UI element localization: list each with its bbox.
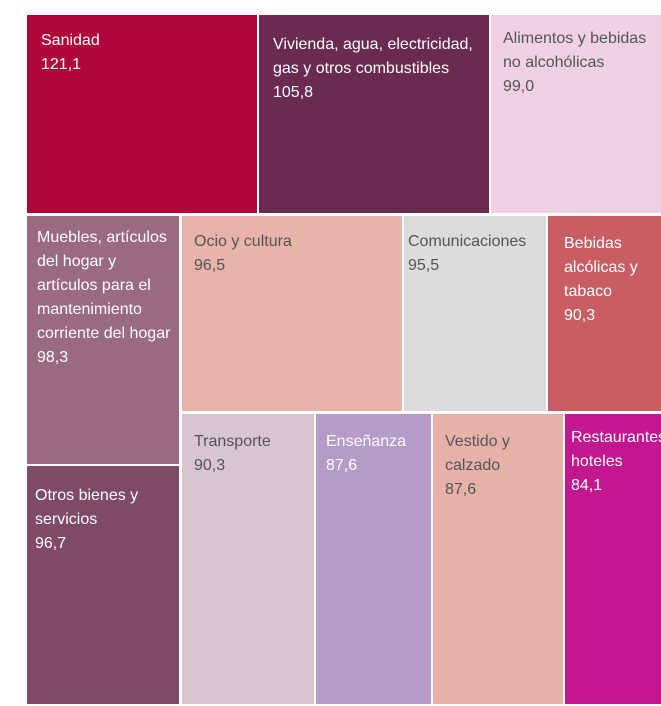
cell-label: Vestido y calzado <box>445 433 510 474</box>
cell-value: 90,3 <box>564 307 596 324</box>
treemap-cell: Otros bienes y servicios 96,7 <box>27 466 179 704</box>
treemap-cell: Sanidad 121,1 <box>27 15 257 213</box>
cell-value: 87,6 <box>326 457 358 474</box>
cell-label: Comunicaciones <box>408 233 527 250</box>
cell-label: Bebidas alcólicas y tabaco <box>564 235 638 300</box>
treemap-cell: Enseñanza 87,6 <box>316 414 431 704</box>
treemap-cell: Restaurantes y hoteles 84,1 <box>565 414 661 704</box>
cell-label: Restaurantes y hoteles <box>571 429 661 470</box>
cell-value: 121,1 <box>41 56 82 73</box>
cell-value: 96,7 <box>35 535 67 552</box>
cell-value: 105,8 <box>273 84 314 101</box>
cell-label: Enseñanza <box>326 433 407 450</box>
treemap-cell: Alimentos y bebidas no alcohólicas 99,0 <box>491 15 661 213</box>
cell-value: 95,5 <box>408 257 440 274</box>
treemap-cell: Vestido y calzado 87,6 <box>433 414 563 704</box>
cell-label: Ocio y cultura <box>194 233 292 250</box>
treemap-cell: Vivienda, agua, electricidad, gas y otro… <box>259 15 489 213</box>
cell-value: 96,5 <box>194 257 226 274</box>
cell-label: Muebles, artículos del hogar y artículos… <box>37 229 171 342</box>
cell-label: Vivienda, agua, electricidad, gas y otro… <box>273 36 473 77</box>
treemap-cell: Transporte 90,3 <box>182 414 314 704</box>
cell-label: Otros bienes y servicios <box>35 487 139 528</box>
cell-value: 90,3 <box>194 457 226 474</box>
treemap-cell: Muebles, artículos del hogar y artículos… <box>27 216 179 464</box>
treemap-cell: Ocio y cultura 96,5 <box>182 216 402 411</box>
cell-label: Transporte <box>194 433 271 450</box>
cell-value: 98,3 <box>37 349 69 366</box>
cell-value: 84,1 <box>571 477 603 494</box>
treemap-cell: Bebidas alcólicas y tabaco 90,3 <box>548 216 661 411</box>
cell-label: Sanidad <box>41 32 100 49</box>
treemap-cell: Comunicaciones 95,5 <box>404 216 546 411</box>
cell-label: Alimentos y bebidas no alcohólicas <box>503 30 647 71</box>
cell-value: 99,0 <box>503 78 535 95</box>
cell-value: 87,6 <box>445 481 477 498</box>
